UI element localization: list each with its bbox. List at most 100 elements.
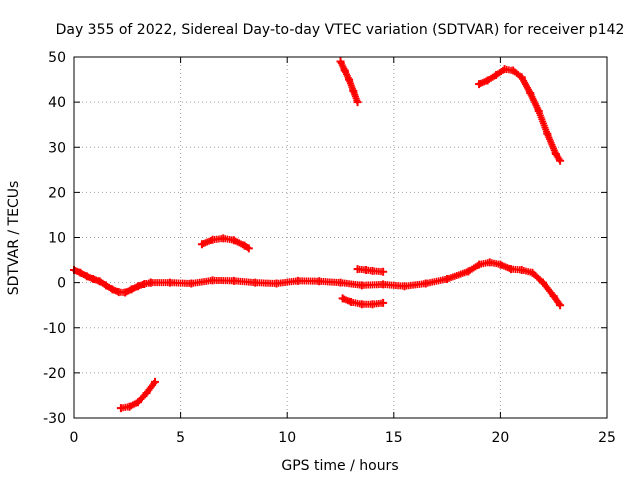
series-arc-7: [353, 265, 388, 276]
data-point: [379, 298, 388, 307]
data-point: [338, 294, 347, 303]
data-point: [187, 279, 196, 288]
data-point: [368, 266, 377, 275]
data-point: [551, 150, 560, 159]
x-tick-label: 0: [70, 430, 79, 446]
data-point: [125, 402, 134, 411]
data-point: [357, 281, 366, 290]
data-point: [101, 281, 110, 290]
data-point: [500, 65, 509, 74]
series-arc-1: [70, 265, 155, 297]
data-point: [82, 272, 91, 281]
series-arc-8: [475, 65, 565, 165]
data-point: [357, 300, 366, 309]
y-tick-label: 10: [48, 231, 66, 247]
series-arc-5: [336, 57, 362, 107]
data-point: [496, 260, 505, 269]
data-point: [336, 278, 345, 287]
data-point: [353, 265, 362, 274]
data-point: [556, 301, 565, 310]
data-point: [379, 280, 388, 289]
data-point: [345, 75, 354, 84]
data-point: [379, 267, 388, 276]
data-point: [244, 244, 253, 253]
data-point: [336, 57, 345, 66]
data-point: [142, 389, 151, 398]
data-point: [127, 285, 136, 294]
x-tick-label: 25: [598, 430, 616, 446]
x-axis-label: GPS time / hours: [281, 458, 398, 474]
series-arc-2: [146, 258, 565, 310]
x-tick-label: 20: [491, 430, 509, 446]
x-tick-label: 15: [385, 430, 403, 446]
y-tick-label: 0: [57, 276, 66, 292]
data-point: [197, 240, 206, 249]
data-point: [151, 377, 160, 386]
data-point: [349, 86, 358, 95]
data-point: [443, 275, 452, 284]
data-point: [272, 279, 281, 288]
data-point: [509, 66, 518, 75]
series-arc-6: [338, 294, 388, 309]
data-point: [549, 292, 558, 301]
data-point: [353, 98, 362, 107]
series-arc-3: [116, 377, 160, 413]
data-point: [421, 279, 430, 288]
data-point: [347, 298, 356, 307]
data-point: [400, 282, 409, 291]
data-point: [76, 268, 85, 277]
data-point: [492, 71, 501, 80]
data-point: [517, 73, 526, 82]
data-point: [208, 235, 217, 244]
chart-title: Day 355 of 2022, Sidereal Day-to-day VTE…: [56, 22, 625, 38]
y-tick-label: 40: [48, 95, 66, 111]
series-arc-4: [197, 234, 253, 253]
data-point: [133, 282, 142, 291]
x-tick-label: 10: [278, 430, 296, 446]
data-point: [240, 241, 249, 250]
data-point: [340, 66, 349, 75]
data-point: [475, 260, 484, 269]
data-point: [534, 107, 543, 116]
data-point: [528, 268, 537, 277]
data-point: [485, 258, 494, 267]
data-point: [133, 398, 142, 407]
data-point: [208, 276, 217, 285]
data-point: [108, 285, 117, 294]
data-point: [165, 278, 174, 287]
y-axis-label: SDTVAR / TECUs: [6, 181, 22, 296]
data-point: [368, 300, 377, 309]
data-point: [140, 279, 149, 288]
data-point: [475, 80, 484, 89]
data-point: [543, 129, 552, 138]
data-point: [293, 276, 302, 285]
data-point: [116, 404, 125, 413]
axis-ticks: 0 5 10 15 20 25 -30 -20 -10 0 10 20 30 40 50: [43, 50, 616, 446]
data-point: [539, 278, 548, 287]
y-tick-label: 50: [48, 50, 66, 66]
y-tick-label: 30: [48, 140, 66, 156]
y-tick-label: -10: [43, 321, 66, 337]
data-point: [526, 89, 535, 98]
data-series: [70, 57, 565, 413]
y-tick-label: -20: [43, 366, 66, 382]
data-point: [251, 278, 260, 287]
data-point: [95, 277, 104, 286]
data-point: [483, 76, 492, 85]
data-point: [229, 236, 238, 245]
data-point: [556, 156, 565, 165]
data-point: [121, 288, 130, 297]
data-point: [315, 277, 324, 286]
data-point: [219, 234, 228, 243]
data-point: [146, 278, 155, 287]
data-point: [517, 265, 526, 274]
data-point: [464, 267, 473, 276]
data-point: [229, 276, 238, 285]
data-point: [89, 275, 98, 284]
x-tick-label: 5: [176, 430, 185, 446]
y-tick-label: 20: [48, 185, 66, 201]
y-tick-label: -30: [43, 411, 66, 427]
data-point: [507, 265, 516, 274]
